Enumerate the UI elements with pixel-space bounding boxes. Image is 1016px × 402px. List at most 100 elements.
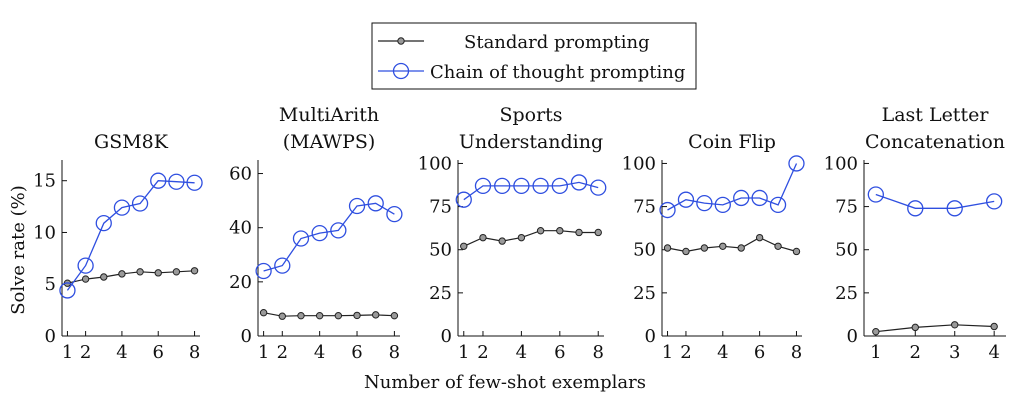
standard-point [315, 311, 324, 320]
cot-series-line [667, 163, 798, 211]
legend-standard-label: Standard prompting [464, 32, 650, 53]
standard-series-line [875, 324, 995, 333]
standard-point [100, 273, 108, 281]
y-tick-label: 15 [33, 171, 56, 192]
y-tick-label: 100 [418, 153, 452, 174]
standard-point [353, 311, 361, 320]
cot-point [131, 195, 149, 212]
chart-title-line: GSM8K [94, 131, 169, 153]
cot-point [274, 257, 291, 274]
cot-point [150, 172, 167, 189]
cot-point [494, 177, 511, 195]
chart-title-line: Coin Flip [688, 131, 776, 153]
x-tick-label: 1 [662, 342, 673, 363]
chart-panel-2: MultiArith (MAWPS) 0 20 40 60 1 2 4 6 8 [229, 104, 403, 363]
y-tick-label: 25 [633, 283, 656, 304]
cot-point [946, 200, 963, 217]
legend-cot-marker [392, 62, 410, 80]
x-tick-label: 3 [949, 342, 960, 363]
y-tick-label: 10 [33, 222, 56, 243]
cot-point [513, 177, 530, 195]
chart-panel-5: Last Letter Concatenation 0 25 50 75 100 1 2 3 4 [824, 104, 1006, 363]
x-tick-label: 2 [910, 342, 921, 363]
cot-point [590, 179, 607, 196]
cot-point [867, 186, 884, 203]
cot-point [551, 177, 568, 195]
cot-point [907, 200, 924, 217]
cot-series-line [875, 193, 995, 209]
y-tick-label: 75 [633, 197, 656, 218]
x-tick-label: 4 [717, 342, 728, 363]
standard-point [990, 322, 998, 331]
x-tick-label: 2 [477, 342, 488, 363]
x-tick-label: 6 [351, 342, 362, 363]
chart-panel-4: Coin Flip 0 25 50 75 100 1 2 4 6 8 [622, 131, 805, 363]
y-tick-label: 0 [241, 326, 252, 347]
x-tick-label: 2 [277, 342, 288, 363]
x-tick-label: 6 [153, 342, 164, 363]
y-tick-label: 75 [429, 197, 452, 218]
cot-point [455, 191, 472, 208]
standard-point [259, 309, 268, 317]
standard-point [536, 227, 545, 235]
x-tick-label: 4 [988, 342, 999, 363]
cot-point [292, 230, 310, 247]
standard-point [479, 233, 487, 242]
cot-point [95, 215, 112, 232]
standard-point [278, 312, 286, 320]
standard-point [154, 269, 162, 277]
y-tick-label: 20 [229, 272, 252, 293]
standard-point [172, 268, 181, 276]
cot-point [986, 193, 1003, 210]
standard-point [911, 323, 919, 332]
chart-title-line: Sports [499, 104, 562, 126]
standard-point [719, 242, 727, 250]
standard-point [737, 244, 745, 252]
legend-box [371, 22, 697, 90]
y-tick-label: 60 [229, 164, 252, 185]
x-tick-label: 8 [389, 342, 400, 363]
cot-series-line [463, 181, 599, 201]
x-tick-label: 6 [754, 342, 765, 363]
standard-point [663, 244, 672, 252]
x-tick-label: 4 [314, 342, 325, 363]
cot-point [714, 196, 731, 214]
x-axis-label: Number of few-shot exemplars [364, 372, 646, 393]
standard-point [951, 321, 959, 329]
standard-point [334, 311, 343, 320]
standard-point [81, 275, 90, 283]
cot-point [77, 257, 94, 274]
x-tick-label: 1 [62, 342, 73, 363]
y-tick-label: 40 [229, 218, 252, 239]
cot-point [696, 194, 713, 212]
y-tick-label: 50 [633, 240, 656, 261]
x-tick-label: 4 [516, 342, 527, 363]
y-tick-label: 50 [835, 240, 858, 261]
y-tick-label: 100 [824, 153, 858, 174]
standard-point [682, 247, 690, 256]
x-tick-label: 1 [258, 342, 269, 363]
standard-point [190, 267, 199, 275]
x-tick-label: 8 [791, 342, 802, 363]
y-tick-label: 0 [45, 326, 56, 347]
cot-point [677, 191, 695, 208]
cot-series-line [263, 202, 395, 272]
cot-point [330, 222, 347, 239]
standard-point [774, 242, 782, 250]
cot-point [113, 199, 131, 216]
y-tick-label: 0 [441, 326, 452, 347]
standard-point [460, 242, 468, 250]
y-tick-label: 75 [835, 197, 858, 218]
cot-point [659, 201, 676, 219]
cot-point [733, 189, 750, 207]
cot-point [386, 206, 403, 223]
chart-title-line: Understanding [459, 131, 603, 153]
x-tick-label: 4 [116, 342, 127, 363]
standard-point [390, 311, 399, 320]
cot-point [751, 189, 768, 207]
y-tick-label: 50 [429, 240, 452, 261]
cot-point [311, 224, 328, 242]
y-tick-label: 0 [645, 326, 656, 347]
cot-point [348, 197, 366, 215]
